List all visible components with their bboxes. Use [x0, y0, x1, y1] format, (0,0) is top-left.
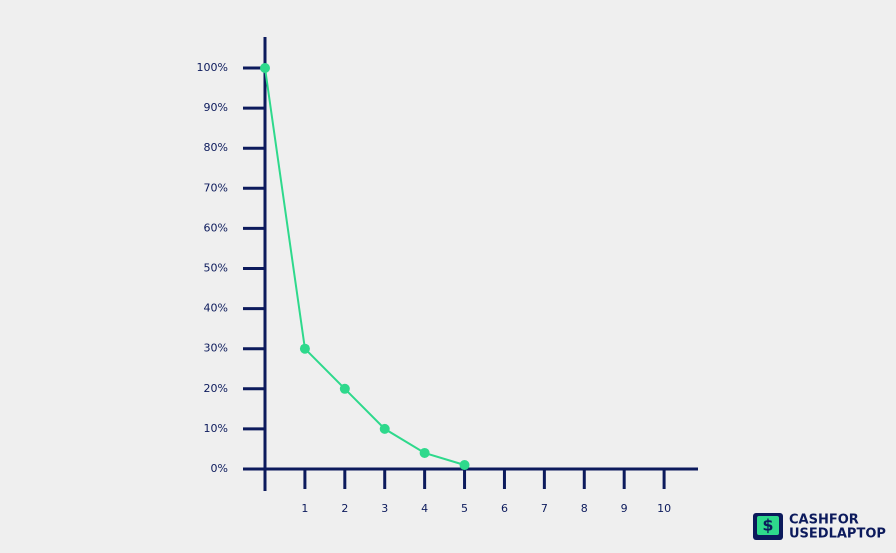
logo-icon-screen [757, 516, 779, 535]
data-line [264, 67, 465, 466]
x-tick-label: 1 [301, 502, 308, 515]
data-point [459, 459, 470, 470]
y-tick-label: 100% [197, 61, 228, 74]
x-tick-label: 5 [461, 502, 468, 515]
data-point [260, 63, 270, 73]
y-tick-label: 60% [204, 221, 228, 234]
x-tick-label: 3 [381, 502, 388, 515]
data-point [299, 343, 310, 354]
x-tick-label: 9 [621, 502, 628, 515]
x-tick-label: 8 [581, 502, 588, 515]
x-tick-label: 7 [541, 502, 548, 515]
y-tick-label: 50% [204, 262, 228, 275]
data-point [419, 447, 430, 458]
logo-icon-symbol: $ [762, 516, 773, 535]
y-tick-label: 40% [204, 302, 228, 315]
y-tick-label: 20% [204, 382, 228, 395]
x-tick-label: 4 [421, 502, 428, 515]
data-point [379, 423, 390, 434]
y-tick-label: 70% [204, 181, 228, 194]
logo: $ CASHFOR USEDLAPTOP [753, 513, 886, 542]
y-tick-label: 30% [204, 342, 228, 355]
data-point [339, 383, 350, 394]
y-tick-label: 90% [204, 101, 228, 114]
x-tick-label: 2 [341, 502, 348, 515]
y-tick-label: 10% [204, 422, 228, 435]
y-tick-label: 80% [204, 141, 228, 154]
x-tick-label: 10 [657, 502, 671, 515]
x-tick-label: 6 [501, 502, 508, 515]
y-tick-label: 0% [211, 462, 228, 475]
logo-text: CASHFOR [789, 513, 859, 528]
logo-text: USEDLAPTOP [789, 527, 886, 542]
